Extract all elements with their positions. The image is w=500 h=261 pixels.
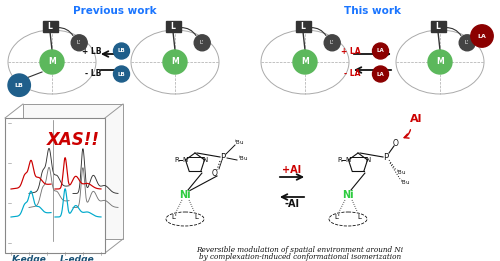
Text: by complexation-induced conformational isomerization: by complexation-induced conformational i…	[199, 253, 401, 261]
Text: P: P	[384, 152, 388, 162]
Text: N: N	[365, 157, 370, 163]
FancyArrowPatch shape	[181, 28, 196, 35]
Text: L: L	[300, 22, 306, 31]
Text: LB: LB	[118, 72, 126, 76]
FancyBboxPatch shape	[42, 21, 58, 32]
Text: K-edge: K-edge	[12, 255, 46, 261]
Text: L': L'	[200, 40, 204, 45]
Text: N: N	[183, 157, 188, 163]
Text: L-edge: L-edge	[60, 255, 94, 261]
Text: L': L'	[330, 40, 334, 45]
Circle shape	[40, 50, 64, 74]
Text: L: L	[436, 22, 440, 31]
Circle shape	[372, 43, 388, 59]
Text: LA: LA	[478, 33, 486, 39]
FancyArrowPatch shape	[446, 28, 461, 35]
Text: +Al: +Al	[282, 165, 302, 175]
Text: - LA: - LA	[344, 69, 360, 79]
Text: LA: LA	[376, 49, 384, 54]
Text: L': L'	[334, 214, 340, 220]
Text: $^t$Bu: $^t$Bu	[234, 139, 244, 147]
Text: This work: This work	[344, 6, 402, 16]
Text: XAS!!: XAS!!	[46, 131, 100, 149]
Text: Al: Al	[410, 114, 422, 124]
Polygon shape	[5, 118, 105, 253]
Text: R: R	[174, 157, 179, 163]
Text: M: M	[301, 57, 309, 67]
Text: + LB: + LB	[82, 46, 102, 56]
Circle shape	[324, 35, 340, 51]
Text: L: L	[357, 214, 361, 220]
Circle shape	[459, 35, 475, 51]
Circle shape	[293, 50, 317, 74]
Text: O: O	[212, 169, 218, 177]
Circle shape	[372, 66, 388, 82]
Text: $^t$Bu: $^t$Bu	[400, 179, 410, 187]
Text: M: M	[436, 57, 444, 67]
FancyArrowPatch shape	[58, 28, 73, 35]
Text: L': L'	[171, 214, 177, 220]
FancyBboxPatch shape	[166, 21, 180, 32]
FancyArrowPatch shape	[404, 130, 410, 138]
Text: - LB: - LB	[85, 69, 102, 79]
Text: -Al: -Al	[284, 199, 300, 209]
Circle shape	[471, 25, 493, 47]
Circle shape	[8, 74, 30, 96]
Text: P: P	[220, 152, 226, 162]
Circle shape	[71, 35, 87, 51]
Circle shape	[114, 43, 130, 59]
Text: M: M	[48, 57, 56, 67]
Circle shape	[428, 50, 452, 74]
Text: N: N	[346, 157, 351, 163]
Text: N: N	[202, 157, 207, 163]
Polygon shape	[23, 104, 123, 239]
Text: Ni: Ni	[179, 190, 191, 200]
Text: $^t$Bu: $^t$Bu	[396, 169, 406, 177]
Text: LB: LB	[118, 49, 126, 54]
Text: $^t$Bu: $^t$Bu	[238, 155, 248, 163]
Circle shape	[163, 50, 187, 74]
Text: LA: LA	[376, 72, 384, 76]
FancyBboxPatch shape	[296, 21, 310, 32]
Text: L: L	[170, 22, 175, 31]
Text: Ni: Ni	[342, 190, 354, 200]
Text: R: R	[337, 157, 342, 163]
Circle shape	[114, 66, 130, 82]
Text: L': L'	[465, 40, 469, 45]
Text: Reversible modulation of spatial environment around Ni: Reversible modulation of spatial environ…	[196, 246, 404, 254]
Text: L: L	[194, 214, 198, 220]
FancyBboxPatch shape	[430, 21, 446, 32]
Circle shape	[194, 35, 210, 51]
Text: L': L'	[77, 40, 82, 45]
Text: + LA: + LA	[341, 46, 360, 56]
FancyArrowPatch shape	[311, 28, 326, 35]
Text: L: L	[48, 22, 52, 31]
Text: Previous work: Previous work	[73, 6, 157, 16]
Text: O: O	[393, 139, 399, 147]
Text: LB: LB	[15, 83, 24, 88]
Text: M: M	[171, 57, 179, 67]
